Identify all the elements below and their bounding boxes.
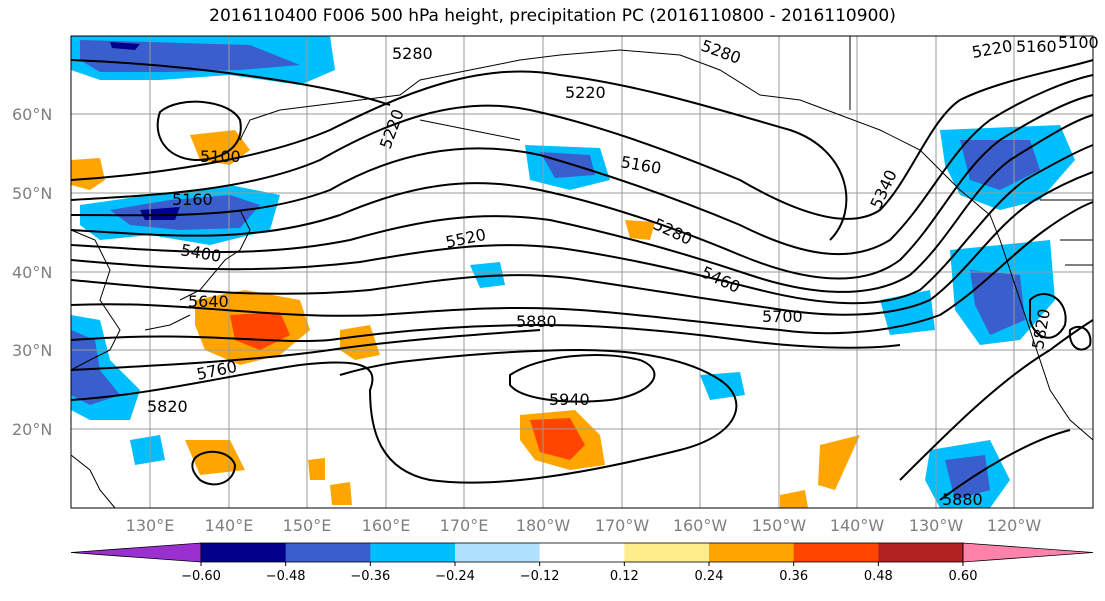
colorbar-bin [370, 543, 456, 562]
colorbar-tick-label: −0.24 [435, 569, 475, 584]
colorbar-tick-label: 0.24 [695, 569, 724, 584]
colorbar-tick-label: −0.36 [350, 569, 390, 584]
lat-label: 60°N [12, 105, 52, 124]
contour-label: 5700 [762, 307, 803, 326]
lon-label: 160°E [362, 516, 411, 535]
colorbar-bin [539, 543, 625, 562]
lon-label: 150°E [283, 516, 332, 535]
map-title: 2016110400 F006 500 hPa height, precipit… [209, 6, 896, 26]
lon-label: 120°W [987, 516, 1042, 535]
lon-label: 130°W [909, 516, 964, 535]
colorbar-extend-high [962, 542, 1094, 563]
colorbar-tick-label: 0.60 [949, 569, 978, 584]
colorbar-tick-label: 0.36 [779, 569, 808, 584]
lat-label: 40°N [12, 263, 52, 282]
lon-label: 170°W [595, 516, 650, 535]
lat-label: 50°N [12, 184, 52, 203]
lat-label: 20°N [12, 420, 52, 439]
height-contours [70, 59, 1094, 501]
colorbar-bin [285, 543, 371, 562]
colorbar-bin [793, 543, 879, 562]
colorbar-tick-label: −0.12 [520, 569, 560, 584]
lon-label: 130°E [126, 516, 175, 535]
contour-label: 5940 [549, 390, 590, 409]
contour-label: 5880 [942, 490, 983, 509]
colorbar: −0.60 −0.48 −0.36 −0.24 −0.12 0.12 0.24 0.36 0.4… [70, 542, 1094, 584]
lon-label: 180°W [516, 516, 571, 535]
contour-label: 5640 [188, 292, 229, 311]
colorbar-bin [878, 543, 964, 562]
contour-label: 5100 [200, 147, 241, 166]
longitude-labels: 130°E 140°E 150°E 160°E 170°E 180°W 170°… [126, 516, 1042, 535]
lon-label: 170°E [440, 516, 489, 535]
graticule [71, 36, 1093, 508]
colorbar-bin [201, 543, 287, 562]
precipitation-shading [71, 36, 1075, 508]
lon-label: 160°W [673, 516, 728, 535]
colorbar-extend-low [70, 542, 202, 563]
colorbar-frame [200, 542, 964, 563]
colorbar-tick-label: −0.60 [181, 569, 221, 584]
lat-label: 30°N [12, 341, 52, 360]
contour-label: 5160 [172, 190, 213, 209]
colorbar-tick-label: −0.48 [266, 569, 306, 584]
colorbar-bin [455, 543, 541, 562]
contour-label: 5820 [147, 397, 188, 416]
latitude-labels: 60°N 50°N 40°N 30°N 20°N [12, 105, 52, 439]
contour-label: 5100 [1058, 33, 1099, 52]
contour-label: 5220 [565, 83, 606, 102]
lon-label: 140°E [205, 516, 254, 535]
map-frame [70, 35, 1094, 509]
contour-label: 5880 [516, 312, 557, 331]
lon-label: 140°W [830, 516, 885, 535]
contour-label: 5160 [1016, 37, 1057, 56]
colorbar-tick-label: 0.12 [610, 569, 639, 584]
colorbar-tick-label: 0.48 [864, 569, 893, 584]
map-panel: 5280 5220 5160 5100 5160 5400 5520 5280 … [70, 33, 1099, 509]
lon-label: 150°W [752, 516, 807, 535]
colorbar-bin [709, 543, 795, 562]
colorbar-bin [624, 543, 710, 562]
contour-label: 5280 [392, 44, 433, 63]
